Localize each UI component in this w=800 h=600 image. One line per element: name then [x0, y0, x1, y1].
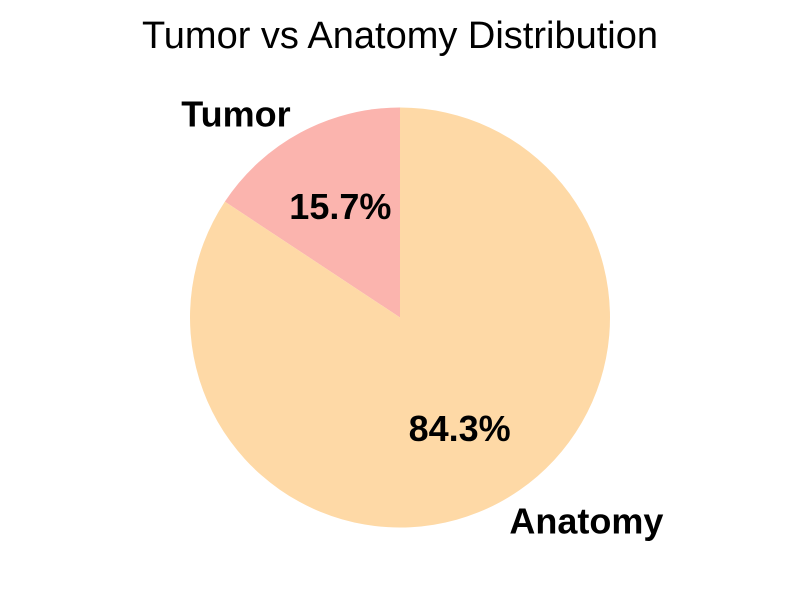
slice-label-tumor: Tumor [181, 94, 290, 135]
slice-pct-anatomy: 84.3% [409, 408, 511, 449]
pie-slices [190, 107, 611, 528]
chart-title: Tumor vs Anatomy Distribution [142, 15, 658, 57]
pie-slice-anatomy [190, 107, 611, 528]
slice-label-anatomy: Anatomy [509, 500, 663, 541]
pie-slice-tumor [224, 107, 400, 318]
slice-pct-tumor: 15.7% [289, 186, 391, 227]
